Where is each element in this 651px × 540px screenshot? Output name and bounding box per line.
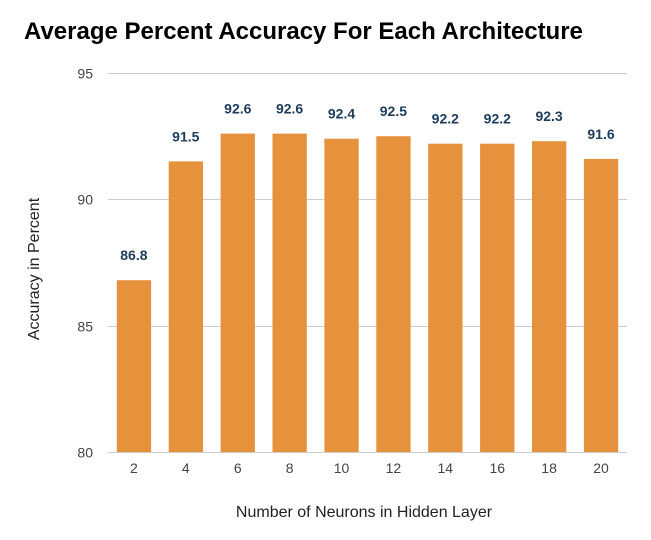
bars [116,133,619,452]
x-tick-label: 12 [386,460,402,476]
data-label-12: 92.5 [380,103,407,119]
y-axis-title: Accuracy in Percent [26,197,43,340]
bar-4 [168,161,203,452]
chart-title: Average Percent Accuracy For Each Archit… [24,18,583,45]
bar-14 [428,143,463,452]
x-axis-ticks: 2 4 6 8 10 12 14 16 18 20 [130,460,609,476]
x-tick-label: 2 [130,460,138,476]
data-label-4: 91.5 [172,128,199,144]
x-tick-label: 20 [593,460,609,476]
bar-16 [480,143,515,452]
y-axis-ticks: 80 85 90 95 [77,66,93,461]
data-label-10: 92.4 [328,106,355,122]
bar-18 [532,141,567,452]
data-label-2: 86.8 [120,247,147,263]
bar-20 [583,158,619,452]
data-label-14: 92.2 [432,111,459,127]
bar-10 [324,138,359,452]
x-tick-label: 18 [541,460,557,476]
x-tick-label: 6 [234,460,242,476]
data-label-16: 92.2 [484,111,511,127]
x-tick-label: 8 [286,460,294,476]
bar-8 [272,133,307,452]
bar-6 [220,133,255,452]
bar-12 [376,136,411,452]
y-tick-label: 85 [77,319,93,335]
x-axis-title: Number of Neurons in Hidden Layer [236,504,493,521]
x-tick-label: 14 [438,460,454,476]
data-label-20: 91.6 [587,126,614,142]
y-tick-label: 90 [77,192,93,208]
x-tick-label: 16 [490,460,506,476]
data-label-6: 92.6 [224,101,251,117]
x-tick-label: 4 [182,460,190,476]
x-tick-label: 10 [334,460,350,476]
data-label-8: 92.6 [276,101,303,117]
bar-2 [116,280,152,452]
data-labels: 86.8 91.5 92.6 92.6 92.4 92.5 92.2 92.2 92.3 91.6 [120,101,615,264]
y-tick-label: 80 [77,445,93,461]
y-tick-label: 95 [77,66,93,82]
data-label-18: 92.3 [535,108,562,124]
